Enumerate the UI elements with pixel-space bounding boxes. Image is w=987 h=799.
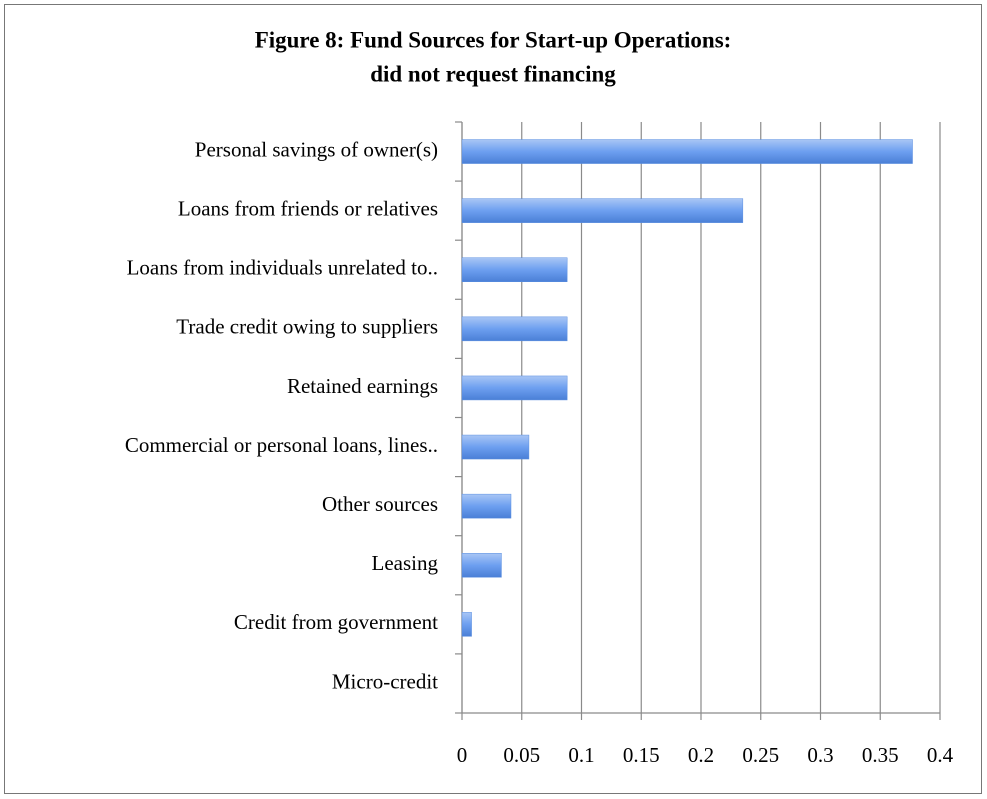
bar (461, 257, 568, 282)
x-tick-label: 0 (457, 743, 468, 767)
y-tick-label: Trade credit owing to suppliers (176, 315, 438, 339)
y-tick-label: Micro-credit (332, 669, 438, 693)
y-tick-label: Loans from individuals unrelated to.. (127, 256, 438, 280)
y-tick-label: Leasing (372, 551, 439, 575)
x-tick-label: 0.4 (927, 743, 954, 767)
chart-title: Figure 8: Fund Sources for Start-up Oper… (255, 27, 732, 52)
y-tick-label: Loans from friends or relatives (178, 196, 438, 220)
bar (461, 612, 472, 637)
y-tick-label: Retained earnings (287, 374, 438, 398)
y-tick-label: Commercial or personal loans, lines.. (125, 433, 438, 457)
bar (461, 316, 568, 342)
bar (461, 198, 744, 223)
bar (461, 553, 502, 578)
x-tick-label: 0.35 (862, 743, 899, 767)
y-tick-label: Other sources (322, 492, 438, 516)
bar (461, 375, 568, 401)
bar (461, 493, 512, 519)
x-tick-label: 0.3 (807, 743, 833, 767)
bar (461, 139, 913, 164)
x-tick-label: 0.25 (742, 743, 779, 767)
x-tick-label: 0.1 (568, 743, 594, 767)
x-tick-label: 0.2 (688, 743, 714, 767)
chart-title: did not request financing (370, 61, 616, 86)
bar (461, 434, 530, 460)
x-tick-label: 0.05 (503, 743, 540, 767)
y-tick-label: Credit from government (234, 610, 438, 634)
x-tick-label: 0.15 (623, 743, 660, 767)
y-tick-label: Personal savings of owner(s) (195, 137, 438, 161)
